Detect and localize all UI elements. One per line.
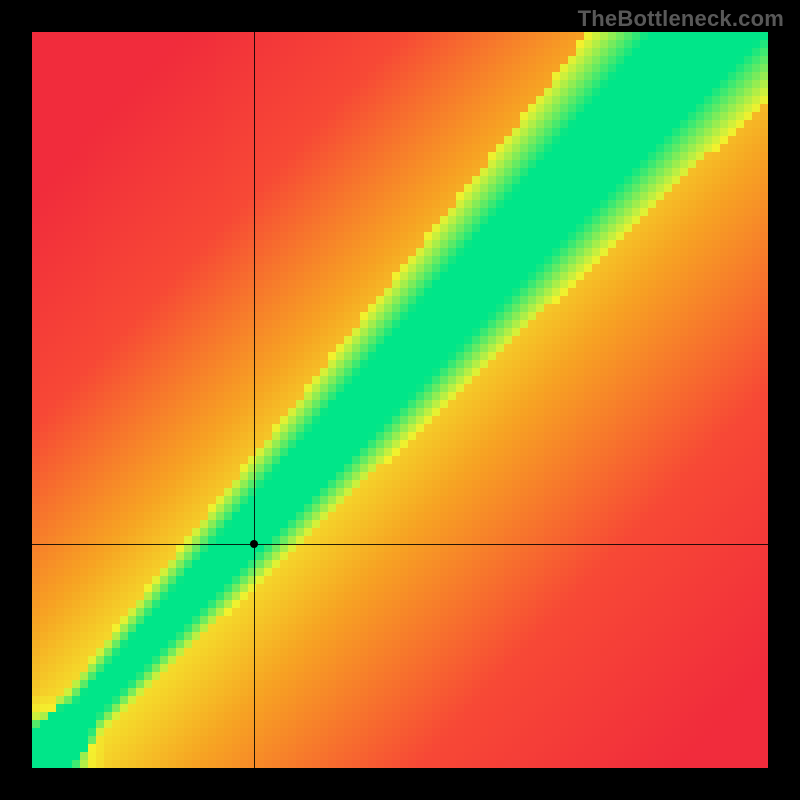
heatmap-canvas — [32, 32, 768, 768]
watermark-text: TheBottleneck.com — [578, 6, 784, 32]
crosshair-vertical — [254, 32, 255, 768]
crosshair-horizontal — [32, 544, 768, 545]
heatmap-plot — [32, 32, 768, 768]
chart-frame: TheBottleneck.com — [0, 0, 800, 800]
crosshair-point — [250, 540, 258, 548]
